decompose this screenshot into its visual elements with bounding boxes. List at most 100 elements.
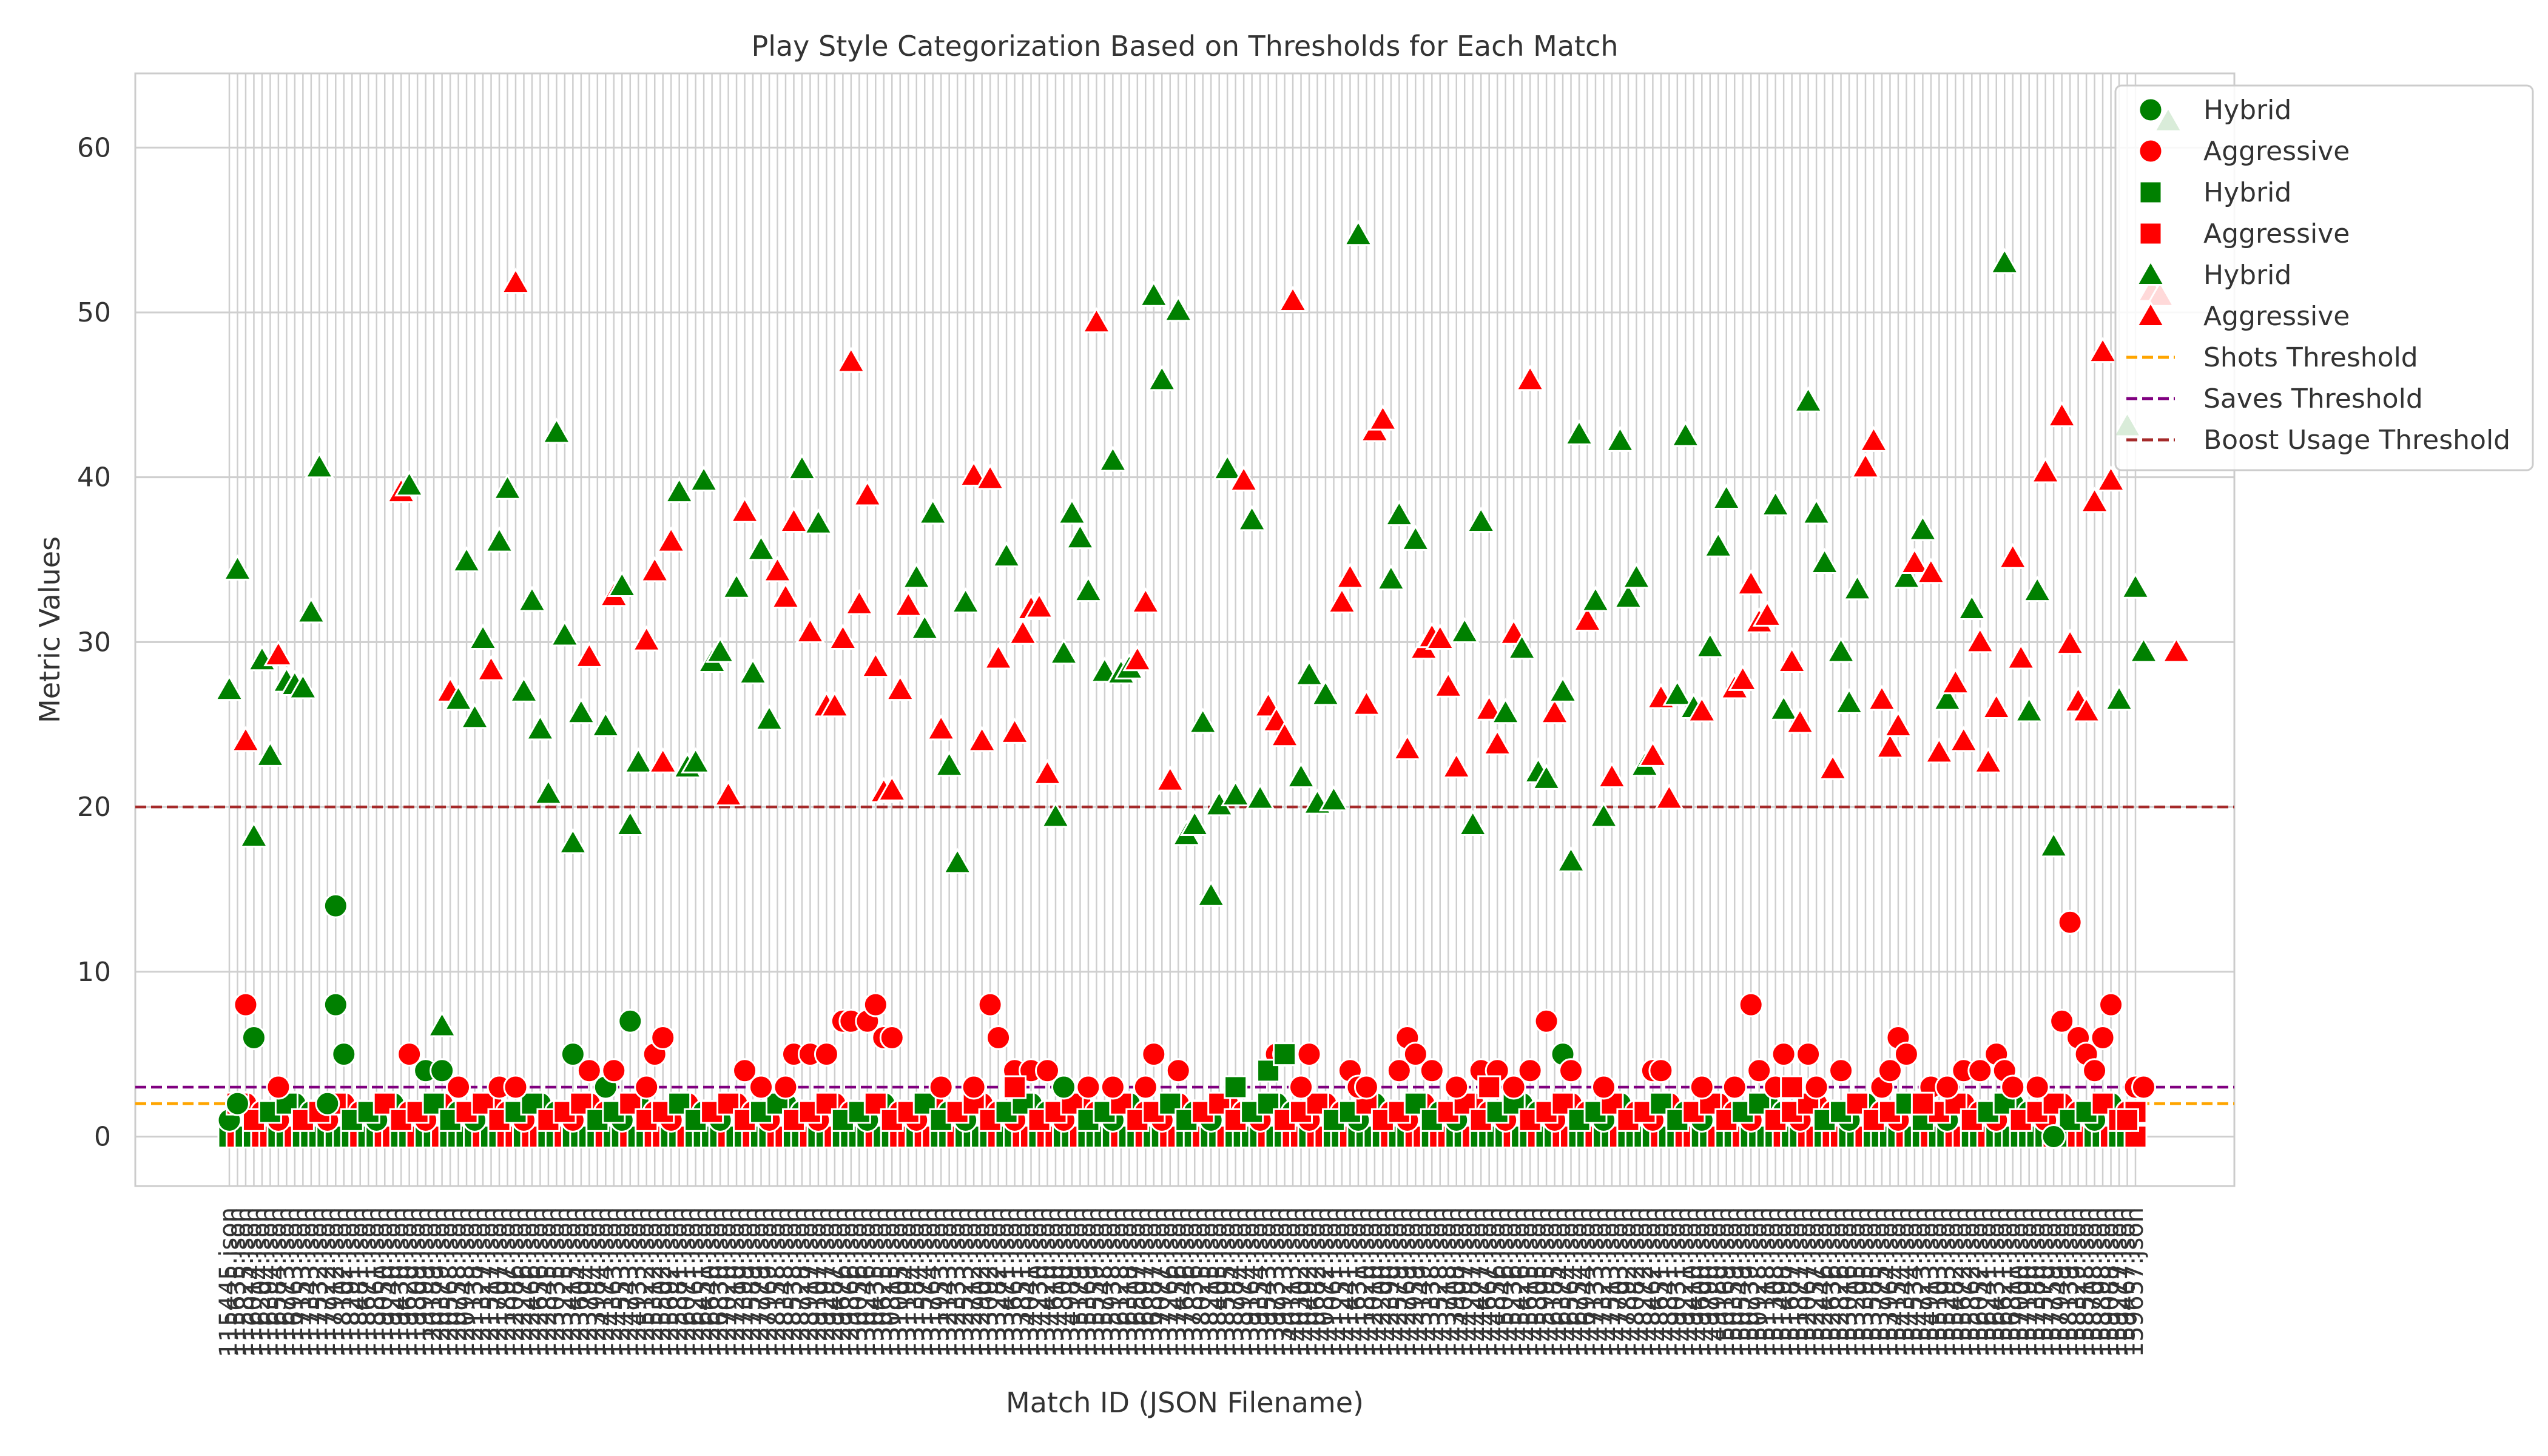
x-tick-label: 154154.json — [1884, 1207, 1912, 1357]
saves-point — [1780, 1075, 1804, 1099]
x-tick-label: 136887.json — [1139, 1207, 1167, 1357]
x-tick-label: 143338.json — [1417, 1207, 1445, 1357]
x-tick-label: 147703.json — [1605, 1207, 1633, 1357]
x-tick-label: 153395.json — [1851, 1207, 1879, 1357]
boost-usage-point — [738, 658, 768, 685]
x-tick-label: 129487.json — [820, 1207, 848, 1357]
x-tick-label: 154534.json — [1900, 1207, 1928, 1357]
x-tick-label: 133092.json — [976, 1207, 1003, 1357]
x-tick-label: 143528.json — [1426, 1207, 1454, 1357]
boost-usage-point — [795, 617, 826, 644]
boost-usage-point — [1891, 562, 1922, 589]
boost-usage-point — [1441, 752, 1472, 778]
x-tick-label: 139923.json — [1270, 1207, 1298, 1357]
boost-usage-point — [566, 698, 596, 724]
boost-usage-point — [1433, 671, 1463, 698]
boost-usage-point — [1491, 698, 1521, 724]
x-tick-label: 144667.json — [1475, 1207, 1503, 1357]
legend-triangle-swatch — [2135, 300, 2166, 327]
saves-point — [1910, 1091, 1935, 1116]
saves-low-point — [569, 1091, 593, 1116]
x-tick-label: 118861.json — [362, 1207, 390, 1357]
boost-usage-point — [1793, 386, 1824, 413]
shots-point — [1165, 1058, 1191, 1084]
x-tick-label: 145046.json — [1491, 1207, 1519, 1357]
boost-usage-point — [1981, 693, 2012, 720]
boost-usage-point — [1179, 809, 1210, 836]
boost-usage-point — [885, 675, 915, 701]
saves-point — [1477, 1075, 1502, 1099]
boost-usage-point — [1245, 783, 1275, 810]
boost-usage-point — [656, 526, 686, 553]
x-tick-label: 150169.json — [1712, 1207, 1740, 1357]
boost-usage-point — [1449, 617, 1480, 644]
x-tick-label: 151118.json — [1753, 1207, 1781, 1357]
shots-point — [1738, 992, 1764, 1017]
legend-label: Hybrid — [2203, 177, 2291, 208]
x-tick-label: 135179.json — [1065, 1207, 1093, 1357]
x-tick-label: 147323.json — [1589, 1207, 1617, 1357]
shots-point — [2041, 1124, 2066, 1149]
x-tick-label: 152446.json — [1810, 1207, 1838, 1357]
boost-usage-point — [533, 778, 564, 805]
x-tick-label: 124174.json — [591, 1207, 619, 1357]
x-tick-label: 135559.json — [1082, 1207, 1110, 1357]
boost-usage-point — [2079, 487, 2110, 513]
x-tick-label: 138595.json — [1213, 1207, 1241, 1357]
x-tick-label: 137266.json — [1156, 1207, 1184, 1357]
x-tick-label: 122276.json — [509, 1207, 537, 1357]
x-tick-label: 146564.json — [1557, 1207, 1585, 1357]
shots-point — [650, 1025, 676, 1050]
x-tick-label: 157570.json — [2031, 1207, 2059, 1357]
legend-triangle-swatch — [2135, 259, 2166, 286]
x-tick-label: 148841.json — [1654, 1207, 1682, 1357]
x-tick-label: 119240.json — [379, 1207, 406, 1357]
boost-usage-point — [648, 747, 678, 774]
x-tick-label: 125692.json — [656, 1207, 684, 1357]
boost-usage-point — [926, 714, 956, 741]
x-tick-label: 116394.json — [255, 1207, 283, 1357]
x-tick-label: 153205.json — [1843, 1207, 1871, 1357]
boost-usage-point — [2014, 696, 2044, 723]
x-tick-label: 120189.json — [419, 1207, 447, 1357]
x-tick-label: 158329.json — [2064, 1207, 2092, 1357]
shots-point — [618, 1008, 643, 1034]
boost-usage-point — [909, 613, 940, 640]
saves-low-point — [618, 1091, 642, 1116]
x-tick-label: 141441.json — [1335, 1207, 1363, 1357]
x-tick-label: 118671.json — [354, 1207, 382, 1357]
x-tick-label: 143718.json — [1434, 1207, 1461, 1357]
x-tick-label: 156052.json — [1966, 1207, 1994, 1357]
shots-point — [977, 992, 1003, 1017]
boost-usage-point — [1139, 280, 1169, 307]
boost-usage-point — [999, 717, 1030, 744]
x-tick-label: 119050.json — [370, 1207, 398, 1357]
shots-point — [233, 992, 258, 1017]
x-tick-label: 155482.json — [1941, 1207, 1969, 1357]
boost-usage-point — [1842, 574, 1873, 601]
shots-point — [814, 1042, 839, 1067]
x-tick-label: 146944.json — [1573, 1207, 1601, 1357]
boost-usage-point — [615, 809, 645, 836]
shots-point — [1100, 1074, 1125, 1100]
x-tick-label: 125312.json — [640, 1207, 668, 1357]
shots-point — [773, 1074, 798, 1100]
legend-label: Aggressive — [2203, 301, 2350, 332]
x-tick-label: 139354.json — [1245, 1207, 1273, 1357]
x-tick-label: 124363.json — [599, 1207, 627, 1357]
boost-usage-point — [1662, 679, 1693, 706]
saves-low-point — [422, 1091, 446, 1116]
boost-usage-point — [778, 507, 809, 533]
shots-point — [2000, 1074, 2026, 1100]
x-tick-label: 127779.json — [747, 1207, 775, 1357]
shots-point — [1444, 1074, 1469, 1100]
x-tick-label: 118102.json — [329, 1207, 357, 1357]
x-tick-label: 141061.json — [1319, 1207, 1347, 1357]
boost-usage-point — [1130, 587, 1161, 614]
x-tick-label: 150549.json — [1728, 1207, 1756, 1357]
x-tick-label: 134420.json — [1033, 1207, 1060, 1357]
shots-point — [2098, 992, 2124, 1017]
shots-point — [1967, 1058, 1993, 1084]
x-tick-label: 156431.json — [1982, 1207, 2010, 1357]
legend-circle-swatch — [2138, 138, 2163, 164]
